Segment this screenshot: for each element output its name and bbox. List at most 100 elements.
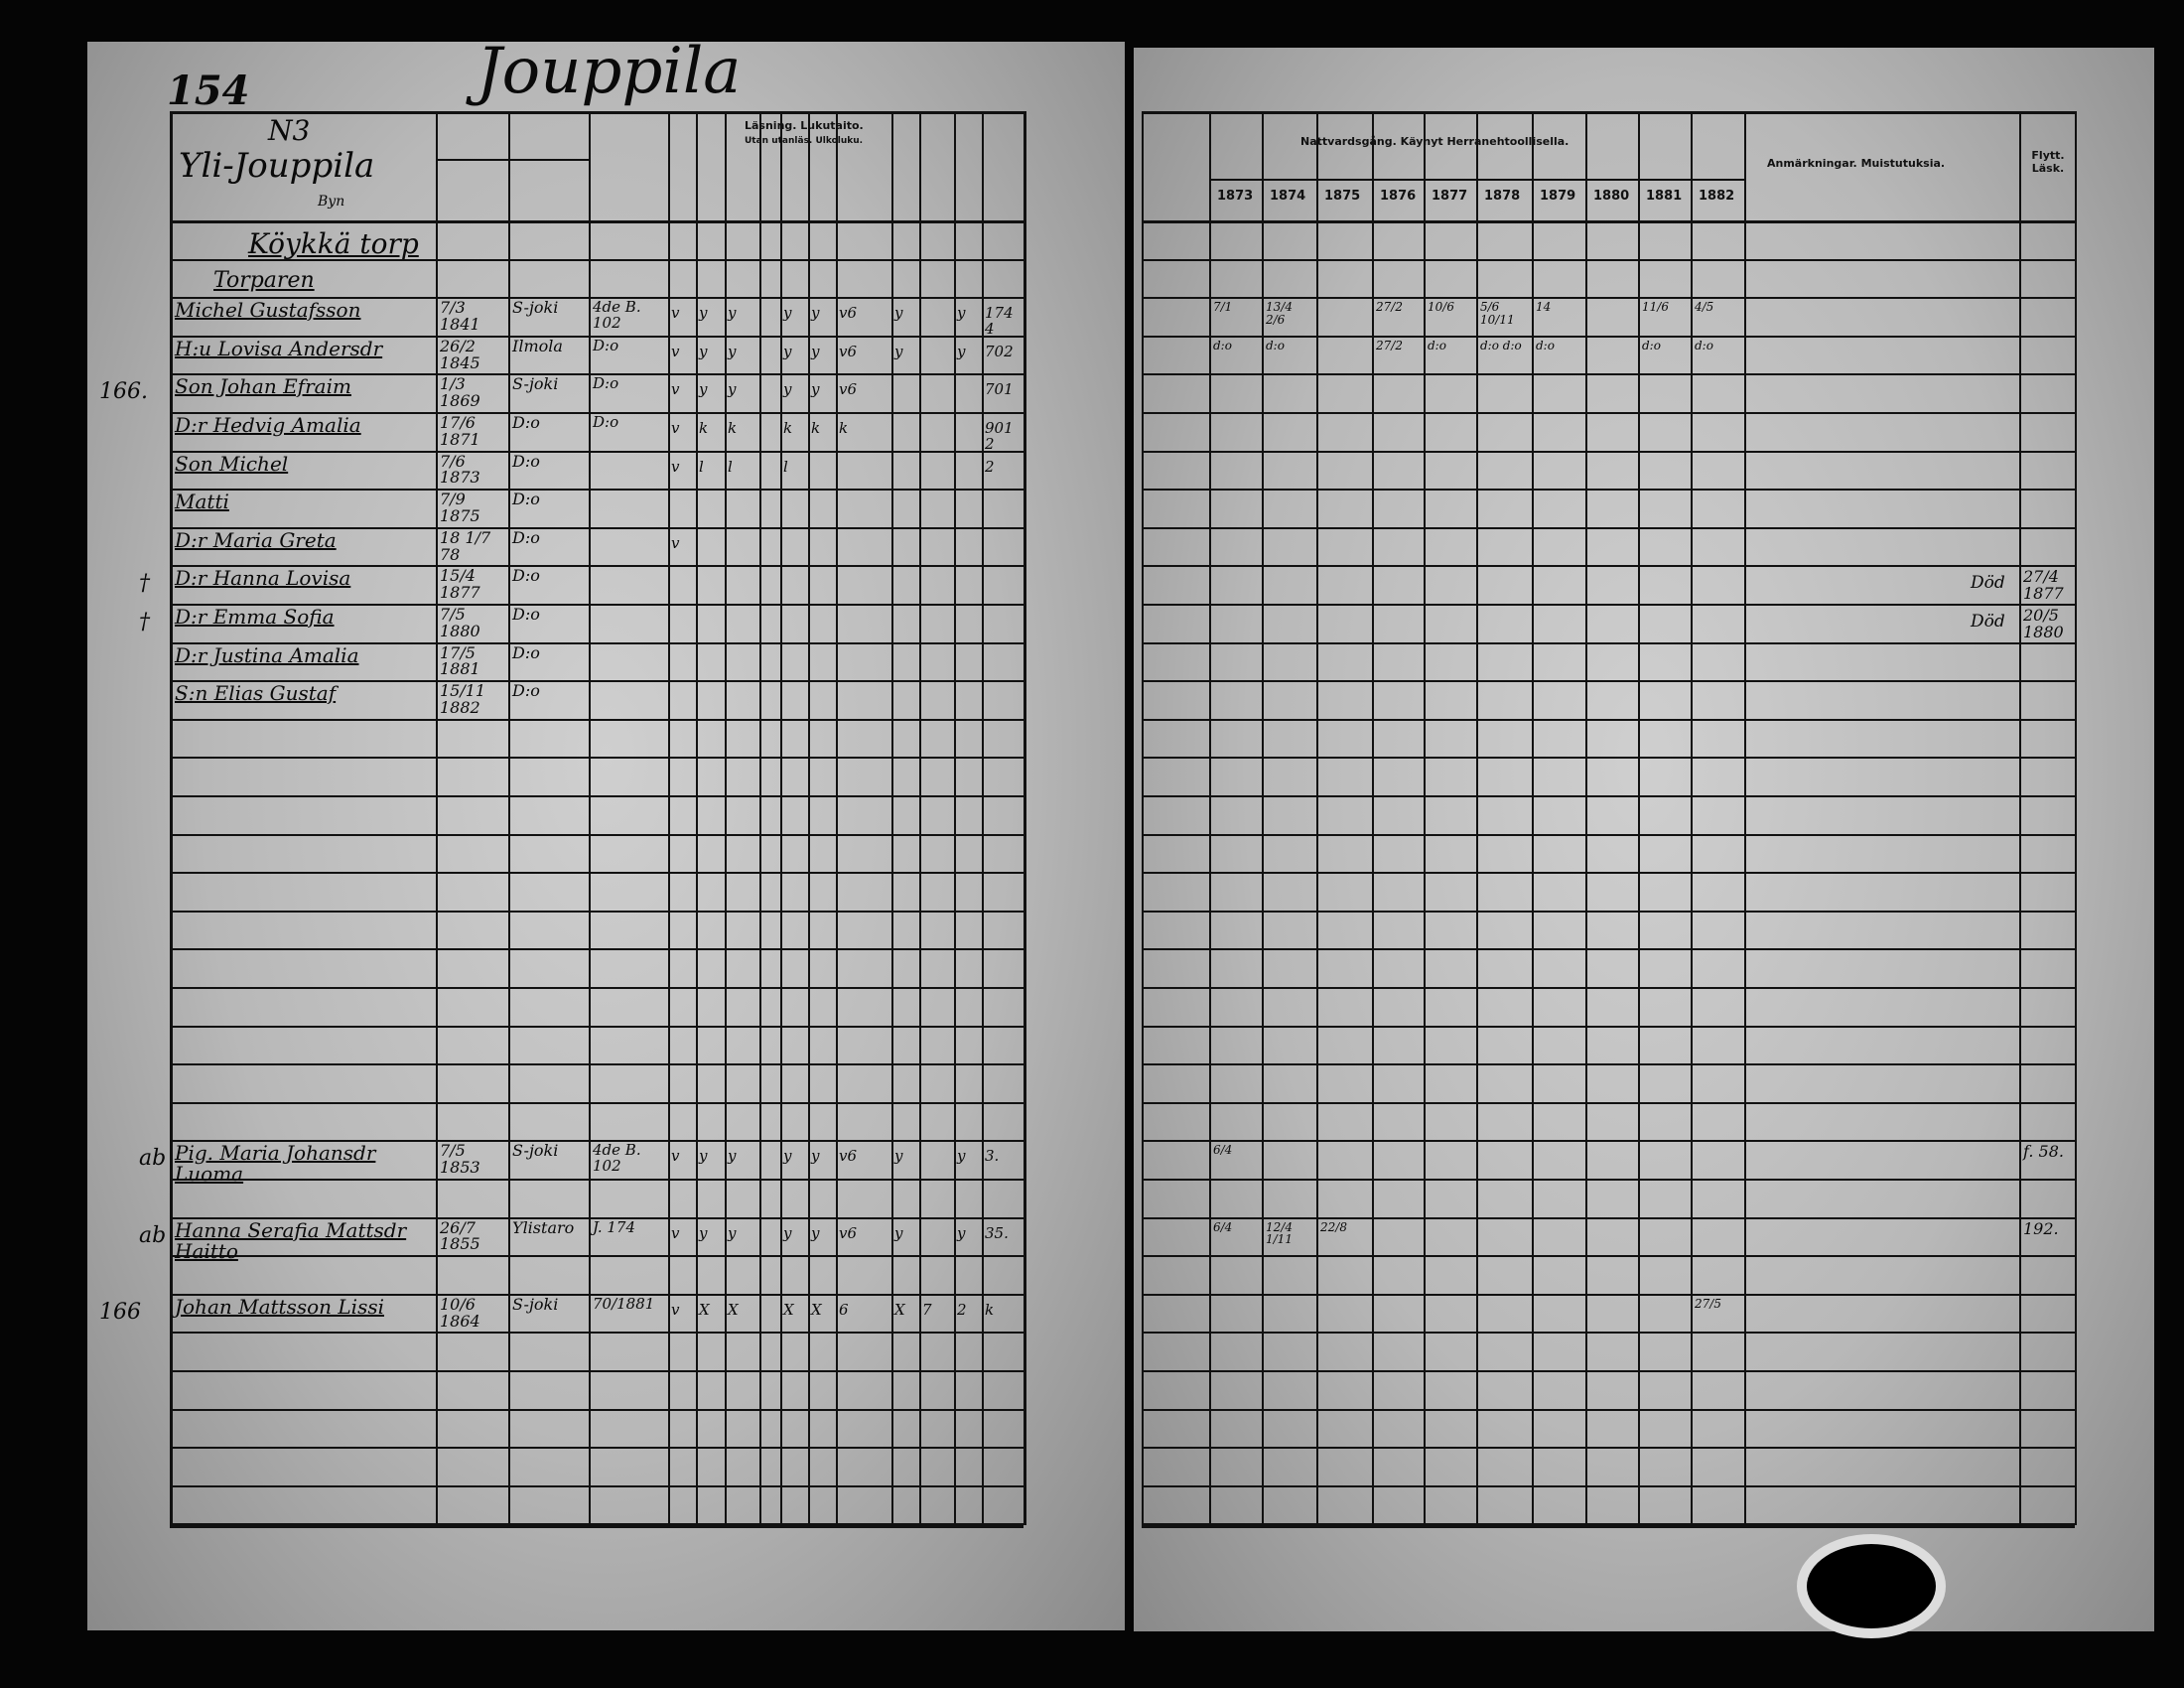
communion-date: d:o: [1536, 338, 1555, 352]
section-label: Köykkä torp: [248, 227, 419, 260]
birthplace: D:o: [512, 413, 540, 432]
communion-date: 27/2: [1376, 338, 1403, 352]
reading-mark: y: [699, 304, 708, 323]
column-rule: [982, 111, 984, 1525]
row-rule: [170, 718, 1024, 721]
column-rule: [2075, 111, 2077, 1525]
birthplace: Ilmola: [512, 336, 563, 355]
person-name: D:r Justina Amalia: [175, 642, 359, 667]
birthplace: Ylistaro: [512, 1217, 575, 1237]
row-rule: [170, 258, 1024, 261]
prior-record: 4de B. 102: [593, 1141, 641, 1176]
row-rule: [170, 373, 1024, 376]
row-rule: [170, 1332, 1024, 1335]
column-rule: [1142, 111, 1144, 1525]
moved-note: 192.: [2023, 1218, 2059, 1238]
reading-mark: y: [728, 304, 737, 323]
row-rule: [1142, 910, 2075, 913]
year-header: 1881: [1646, 189, 1683, 204]
reading-mark: X: [894, 1300, 905, 1319]
reading-mark: y: [811, 1223, 820, 1242]
reading-mark: y: [728, 1223, 737, 1242]
column-rule: [1476, 111, 1478, 1525]
reading-mark: y: [957, 1223, 966, 1242]
reading-mark: y: [957, 1147, 966, 1166]
reading-mark: 1744: [985, 304, 1014, 338]
row-rule: [1142, 335, 2075, 338]
header-memorization: Utan utanläs. Ulkoluku.: [745, 136, 864, 146]
person-name: Son Michel: [175, 451, 289, 476]
remarks-header: Anmärkningar. Muistutuksia.: [1767, 157, 1946, 170]
column-rule: [780, 111, 782, 1525]
birth-date: 7/5 1853: [440, 1141, 480, 1178]
row-rule: [1142, 1179, 2075, 1181]
birthplace: D:o: [512, 490, 540, 509]
row-rule: [170, 1523, 1024, 1526]
column-rule: [759, 111, 761, 1525]
prior-record: D:o: [593, 374, 619, 393]
year-header: 1874: [1270, 189, 1306, 204]
row-rule: [170, 1370, 1024, 1372]
reading-mark: X: [728, 1300, 739, 1319]
column-rule: [170, 111, 173, 1525]
communion-date: 13/4 2/6: [1266, 300, 1293, 327]
row-rule: [170, 872, 1024, 875]
reading-mark: 701: [985, 380, 1014, 399]
subheader-rule: [1209, 179, 1744, 181]
row-rule: [1142, 1101, 2075, 1104]
top-rule: [1142, 111, 2075, 114]
row-rule: [170, 910, 1024, 913]
reading-mark: l: [728, 457, 733, 476]
person-name: S:n Elias Gustaf: [175, 681, 337, 706]
row-rule: [170, 1447, 1024, 1450]
prior-record: J. 174: [593, 1217, 636, 1236]
reading-mark: X: [783, 1300, 794, 1319]
row-rule: [170, 1063, 1024, 1066]
person-name: Matti: [175, 490, 229, 514]
reading-mark: y: [811, 304, 820, 323]
birthplace: D:o: [512, 605, 540, 624]
row-rule: [1142, 1484, 2075, 1487]
row-rule: [1142, 526, 2075, 529]
column-rule: [1638, 111, 1640, 1525]
birthplace: D:o: [512, 451, 540, 471]
row-rule: [170, 680, 1024, 683]
row-rule: [170, 1216, 1024, 1219]
column-rule: [1744, 111, 1746, 1525]
reading-mark: y: [783, 380, 792, 399]
reading-mark: y: [728, 380, 737, 399]
birth-date: 17/5 1881: [440, 642, 480, 679]
column-rule: [1691, 111, 1693, 1525]
column-rule: [696, 111, 698, 1525]
left-page: [87, 42, 1125, 1630]
birthplace: S-joki: [512, 374, 559, 394]
farm-title: Jouppila: [477, 35, 742, 108]
household-number: N3: [268, 114, 311, 147]
birth-date: 17/6 1871: [440, 413, 480, 449]
row-rule: [1142, 373, 2075, 376]
reading-mark: 2: [985, 457, 995, 476]
row-rule: [1142, 565, 2075, 568]
reading-mark: y: [699, 380, 708, 399]
birth-date: 7/3 1841: [440, 298, 480, 334]
row-rule: [1142, 297, 2075, 300]
column-rule: [2019, 111, 2021, 1525]
reading-mark: k: [985, 1300, 995, 1319]
column-rule: [589, 111, 591, 1525]
row-rule: [170, 1140, 1024, 1143]
communion-date: 27/2: [1376, 300, 1403, 315]
row-rule: [170, 297, 1024, 300]
birth-date: 10/6 1864: [440, 1294, 480, 1331]
communion-date: 5/6 10/11: [1480, 300, 1515, 327]
year-header: 1878: [1484, 189, 1521, 204]
year-header: 1873: [1217, 189, 1254, 204]
margin-note: 166: [99, 1299, 141, 1325]
reading-mark: y: [894, 342, 903, 360]
reading-mark: X: [699, 1300, 710, 1319]
moved-note: 20/5 1880: [2023, 606, 2064, 641]
reading-mark: v6: [839, 380, 858, 399]
reading-mark: X: [811, 1300, 822, 1319]
reading-mark: v6: [839, 342, 858, 360]
reading-mark: v: [671, 1223, 680, 1242]
reading-mark: y: [894, 304, 903, 323]
